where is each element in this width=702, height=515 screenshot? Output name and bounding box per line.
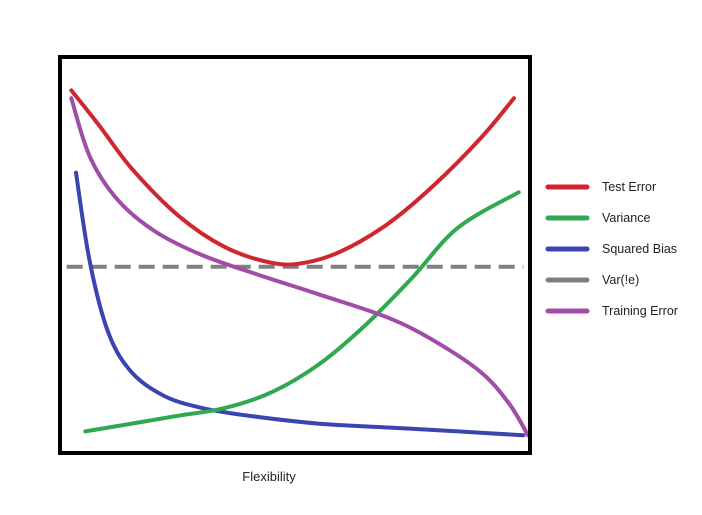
series-line-training-error [69,96,530,438]
legend-item-variance: Variance [545,211,650,225]
legend-label: Squared Bias [602,242,677,256]
legend-label: Var(!e) [602,273,639,287]
plot-lines [66,88,530,438]
legend-item-squared-bias: Squared Bias [545,242,677,256]
legend-item-var-e: Var(!e) [545,273,639,287]
legend-label: Training Error [602,304,678,318]
legend-item-training-error: Training Error [545,304,678,318]
series-line-squared-bias [74,170,526,438]
series-line-test-error [69,88,516,267]
legend-label: Variance [602,211,650,225]
legend-label: Test Error [602,180,656,194]
legend: Test Error Variance Squared Bias Var(!e) Tra… [545,180,678,318]
x-axis-label: Flexibility [242,469,296,484]
series-line-variance [83,190,521,434]
plot-frame [58,55,532,455]
legend-item-test-error: Test Error [545,180,656,194]
